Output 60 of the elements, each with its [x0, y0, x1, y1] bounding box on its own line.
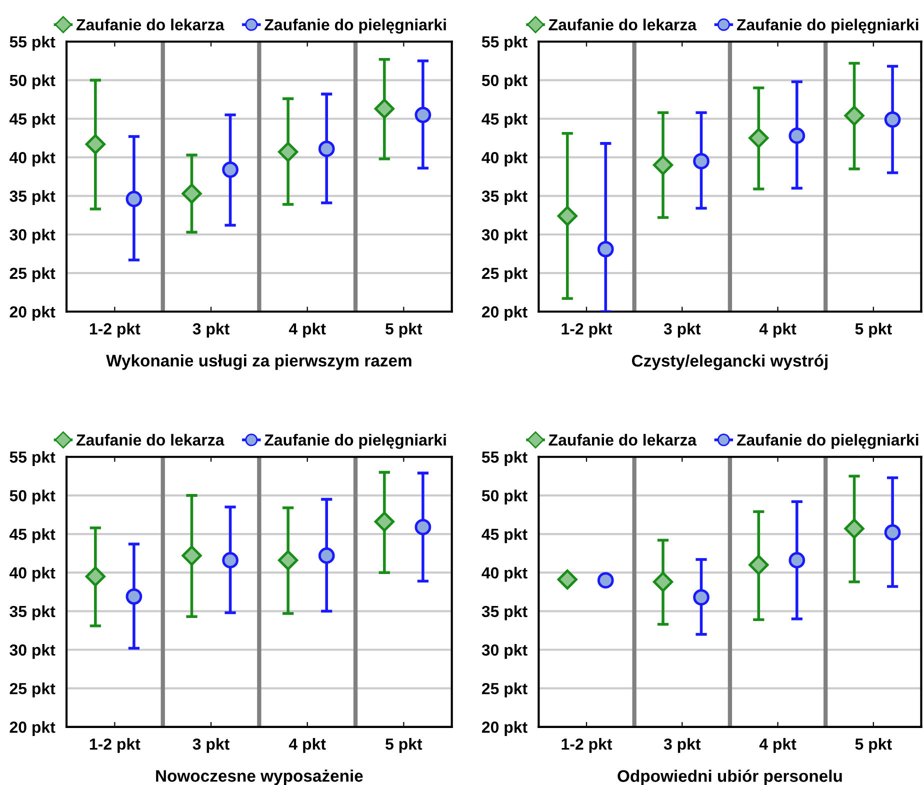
- y-tick-label: 40 pkt: [482, 152, 528, 166]
- y-tick-label: 25 pkt: [482, 682, 528, 698]
- legend-label: Zaufanie do lekarza: [76, 434, 224, 446]
- y-tick-label: 55 pkt: [10, 36, 56, 51]
- x-axis-title: Odpowiedni ubiór personelu: [618, 770, 842, 785]
- x-tick-label: 3 pkt: [192, 322, 230, 338]
- y-tick-label: 30 pkt: [482, 644, 528, 659]
- x-tick-label: 3 pkt: [664, 738, 701, 753]
- legend-label: Zaufanie do lekarza: [548, 18, 697, 30]
- x-tick-label: 5 pkt: [855, 738, 892, 753]
- y-tick-label: 40 pkt: [10, 566, 56, 582]
- y-tick-label: 35 pkt: [482, 605, 528, 620]
- x-tick-label: 1-2 pkt: [90, 738, 140, 753]
- x-tick-label: 4 pkt: [759, 738, 796, 753]
- x-tick-label: 4 pkt: [288, 738, 326, 753]
- legend-label: Zaufanie do lekarza: [548, 434, 697, 446]
- y-tick-label: 25 pkt: [10, 682, 56, 698]
- y-tick-label: 40 pkt: [10, 152, 56, 166]
- legend-label: Zaufanie do pielęgniarki: [736, 434, 918, 449]
- y-tick-label: 35 pkt: [482, 190, 528, 206]
- y-tick-label: 50 pkt: [10, 74, 56, 90]
- y-tick-label: 50 pkt: [482, 74, 528, 90]
- x-tick-label: 1-2 pkt: [90, 322, 140, 338]
- y-tick-label: 35 pkt: [10, 605, 56, 620]
- x-axis-title: Nowoczesne wyposażenie: [156, 770, 363, 785]
- y-tick-label: 55 pkt: [482, 36, 528, 51]
- y-tick-label: 20 pkt: [482, 306, 528, 321]
- x-tick-label: 1-2 pkt: [562, 738, 612, 753]
- x-tick-label: 5 pkt: [386, 322, 422, 338]
- y-tick-label: 45 pkt: [482, 528, 528, 544]
- x-tick-label: 5 pkt: [855, 322, 892, 338]
- x-tick-label: 3 pkt: [192, 738, 230, 753]
- legend-label: Zaufanie do pielęgniarki: [264, 434, 446, 449]
- y-tick-label: 35 pkt: [10, 190, 56, 206]
- y-tick-label: 20 pkt: [10, 306, 56, 321]
- y-tick-label: 20 pkt: [10, 721, 56, 736]
- x-tick-label: 4 pkt: [759, 322, 796, 338]
- y-tick-label: 45 pkt: [482, 112, 528, 128]
- legend-label: Zaufanie do pielęgniarki: [264, 18, 446, 34]
- y-tick-label: 20 pkt: [482, 721, 528, 736]
- y-tick-label: 30 pkt: [10, 228, 56, 244]
- y-tick-label: 50 pkt: [10, 490, 56, 505]
- y-tick-label: 45 pkt: [10, 112, 56, 128]
- y-tick-label: 55 pkt: [482, 451, 528, 466]
- x-tick-label: 3 pkt: [664, 322, 701, 338]
- y-tick-label: 30 pkt: [10, 644, 56, 659]
- x-tick-label: 5 pkt: [386, 738, 422, 753]
- legend-label: Zaufanie do pielęgniarki: [736, 18, 918, 34]
- y-tick-label: 45 pkt: [10, 528, 56, 544]
- y-tick-label: 25 pkt: [10, 267, 56, 282]
- x-tick-label: 4 pkt: [288, 322, 326, 338]
- legend-label: Zaufanie do lekarza: [76, 18, 224, 30]
- y-tick-label: 50 pkt: [482, 490, 528, 505]
- x-tick-label: 1-2 pkt: [562, 322, 612, 338]
- y-tick-label: 25 pkt: [482, 267, 528, 282]
- x-axis-title: Czysty/elegancki wystrój: [632, 354, 828, 370]
- y-tick-label: 30 pkt: [482, 228, 528, 244]
- y-tick-label: 40 pkt: [482, 566, 528, 582]
- x-axis-title: Wykonanie usługi za pierwszym razem: [106, 354, 412, 370]
- y-tick-label: 55 pkt: [10, 451, 56, 466]
